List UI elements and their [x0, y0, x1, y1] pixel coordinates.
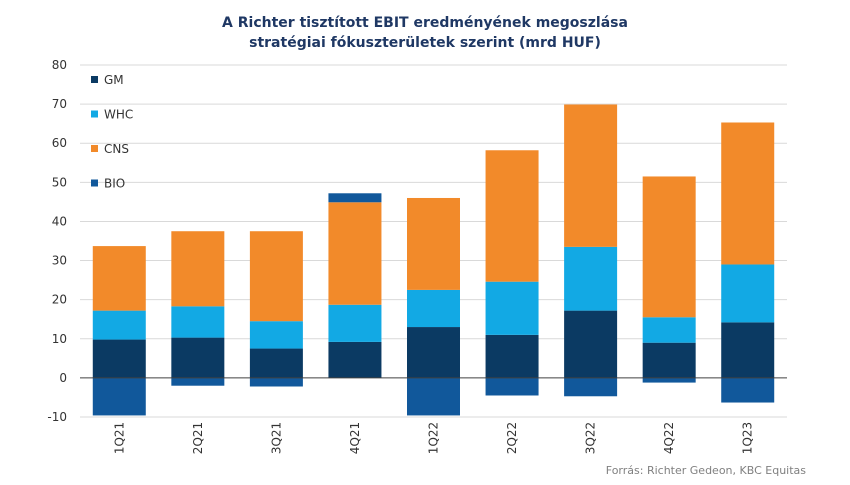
y-tick-label: 30	[52, 254, 67, 268]
bar-bio-3q22	[564, 377, 618, 397]
x-tick-label: 2Q21	[191, 422, 205, 454]
legend: GM WHC CNS BIO	[91, 73, 133, 191]
bar-gm-2q21	[171, 337, 225, 378]
bar-bio-1q22	[407, 377, 460, 416]
bar-whc-1q21	[92, 310, 146, 340]
bars	[92, 104, 775, 416]
bar-whc-1q23	[721, 264, 775, 323]
x-tick-label: 2Q22	[505, 422, 519, 454]
bar-gm-2q22	[485, 334, 539, 378]
bar-bio-4q22	[642, 377, 696, 383]
x-tick-label: 1Q21	[112, 422, 126, 454]
source-note: Forrás: Richter Gedeon, KBC Equitas	[605, 464, 806, 477]
bar-bio-4q21	[328, 193, 382, 203]
bar-cns-1q21	[92, 246, 146, 311]
bar-whc-1q22	[407, 289, 460, 328]
bar-cns-1q23	[721, 122, 775, 265]
legend-label-gm: GM	[104, 73, 124, 87]
bar-bio-3q21	[249, 377, 303, 387]
bar-whc-4q22	[642, 317, 696, 343]
legend-swatch-cns	[91, 145, 98, 152]
bar-bio-2q22	[485, 377, 539, 396]
bar-gm-4q21	[328, 341, 382, 378]
x-tick-label: 3Q21	[269, 422, 283, 454]
y-tick-label: 40	[52, 214, 67, 228]
bar-whc-2q21	[171, 306, 225, 338]
bar-whc-3q21	[249, 321, 303, 349]
x-tick-label: 4Q21	[348, 422, 362, 454]
legend-label-whc: WHC	[104, 108, 133, 122]
y-tick-label: 60	[52, 136, 67, 150]
bar-gm-3q21	[249, 348, 303, 378]
legend-swatch-bio	[91, 179, 98, 187]
bar-bio-1q23	[721, 377, 775, 403]
y-tick-label: 20	[52, 293, 67, 307]
bar-bio-1q21	[92, 377, 146, 416]
bar-gm-1q22	[407, 327, 460, 378]
legend-swatch-whc	[91, 110, 98, 118]
bar-cns-4q22	[642, 176, 696, 318]
chart-title-line2: stratégiai fókuszterületek szerint (mrd …	[249, 35, 601, 51]
x-tick-label: 1Q22	[427, 422, 441, 454]
bar-gm-4q22	[642, 342, 696, 378]
x-tick-label: 3Q22	[584, 422, 598, 454]
y-tick-label: 0	[59, 371, 67, 385]
x-tick-label: 1Q23	[741, 422, 755, 454]
bar-whc-2q22	[485, 281, 539, 335]
y-tick-label: 70	[52, 97, 67, 111]
y-tick-label: 80	[52, 58, 67, 72]
bar-cns-4q21	[328, 202, 382, 305]
bar-cns-2q21	[171, 231, 225, 307]
bar-bio-2q21	[171, 377, 225, 386]
x-tick-label: 4Q22	[662, 422, 676, 454]
bar-gm-3q22	[564, 310, 618, 378]
y-tick-label: -10	[47, 410, 67, 424]
legend-label-cns: CNS	[104, 142, 129, 156]
bar-gm-1q23	[721, 322, 775, 378]
bar-whc-4q21	[328, 304, 382, 342]
y-tick-label: 50	[52, 175, 67, 189]
legend-label-bio: BIO	[104, 177, 125, 191]
bar-whc-3q22	[564, 246, 618, 311]
axes: -10 0 10 20 30 40 50 60 70 80 1Q21 2Q21 3Q21 4Q21 1Q22…	[47, 58, 787, 454]
bar-gm-1q21	[92, 339, 146, 378]
y-tick-label: 10	[52, 332, 67, 346]
chart-title-line1: A Richter tisztított EBIT eredményének m…	[222, 15, 628, 31]
legend-swatch-gm	[91, 76, 98, 83]
bar-cns-2q22	[485, 150, 539, 282]
bar-cns-3q22	[564, 104, 618, 247]
bar-cns-3q21	[249, 231, 303, 322]
bar-cns-1q22	[407, 197, 460, 290]
